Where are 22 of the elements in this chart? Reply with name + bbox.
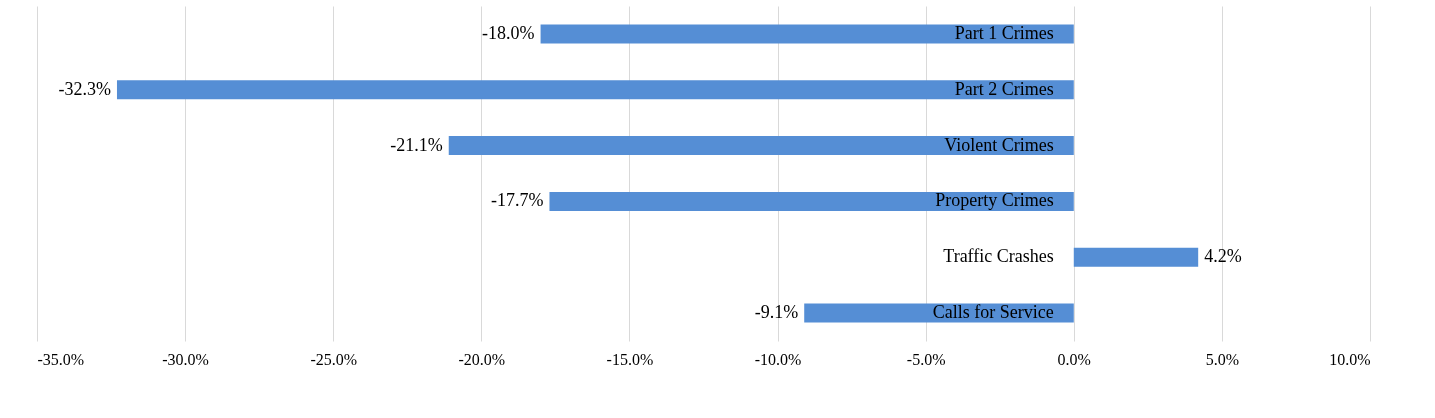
y-tick-label: Violent Crimes (944, 134, 1054, 155)
x-tick-label: 5.0% (1205, 350, 1240, 368)
data-label: 4.2% (1204, 246, 1242, 267)
y-tick-label: Part 2 Crimes (954, 78, 1054, 99)
data-label: -18.0% (482, 22, 535, 43)
x-tick-label: 0.0% (1057, 350, 1091, 368)
y-tick-label: Part 1 Crimes (954, 22, 1054, 43)
data-label: -17.7% (490, 190, 544, 211)
data-label: -9.1% (754, 302, 799, 323)
data-label: -21.1% (390, 134, 443, 155)
x-tick-label: -5.0% (906, 350, 946, 368)
x-tick-label: -30.0% (162, 350, 209, 368)
x-tick-label: -15.0% (606, 350, 654, 368)
x-tick-label: -35.0% (37, 350, 85, 368)
y-tick-label: Property Crimes (935, 190, 1054, 211)
y-tick-label: Traffic Crashes (943, 246, 1054, 267)
x-tick-label: -25.0% (310, 350, 358, 368)
x-tick-label: -10.0% (754, 350, 802, 368)
y-tick-label: Calls for Service (932, 302, 1054, 323)
x-tick-label: 10.0% (1329, 350, 1371, 368)
x-tick-label: -20.0% (458, 350, 506, 368)
data-label: -32.3% (58, 78, 111, 99)
